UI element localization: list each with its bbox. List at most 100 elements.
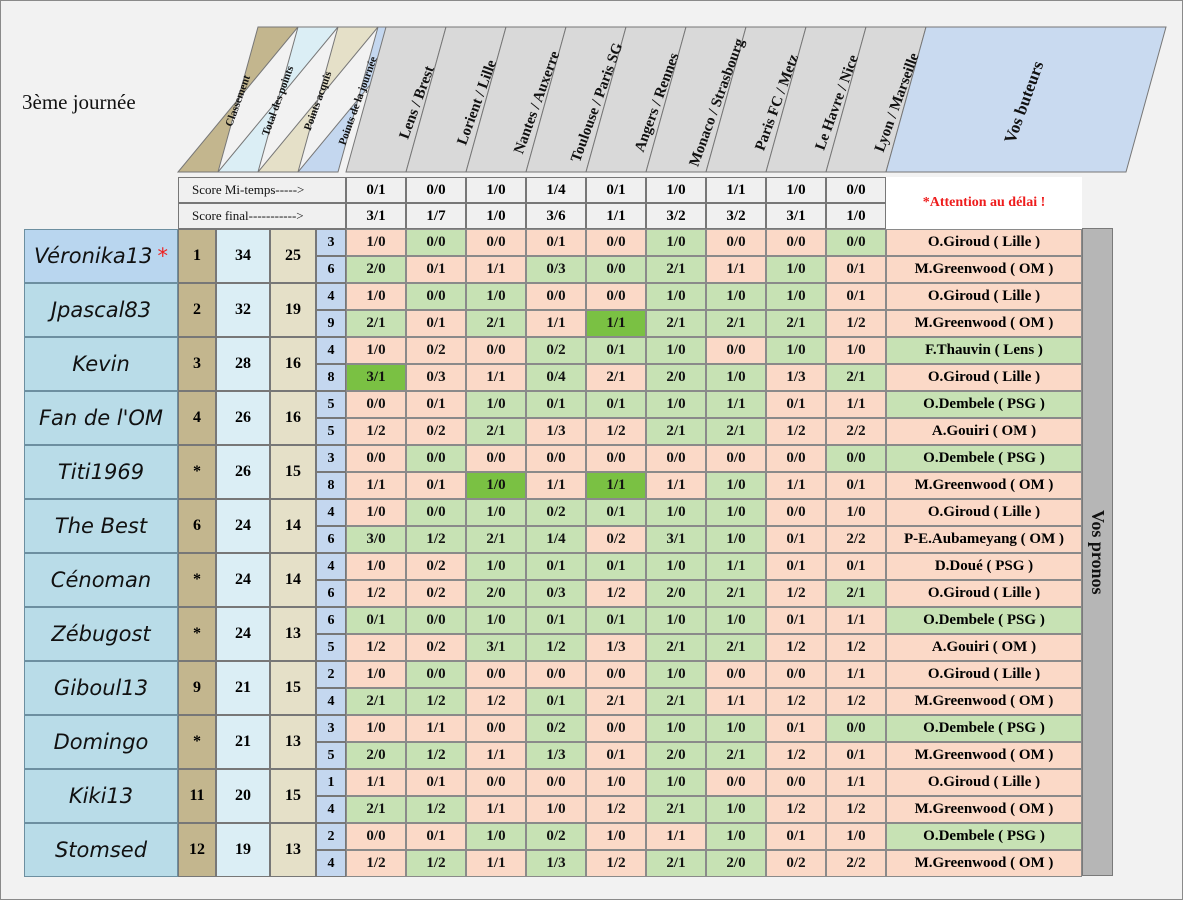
prono-cell: 1/1 — [586, 472, 646, 499]
prono-cell: 1/0 — [706, 364, 766, 391]
player-total-points: 20 — [216, 769, 270, 823]
prono-cell: 0/1 — [826, 256, 886, 283]
player-day-points: 6 — [316, 526, 346, 553]
prono-cell: 1/2 — [766, 418, 826, 445]
prono-cell: 0/0 — [406, 445, 466, 472]
prono-cell: 0/2 — [586, 526, 646, 553]
prono-cell: 1/0 — [766, 283, 826, 310]
scorer-pick: F.Thauvin ( Lens ) — [886, 337, 1082, 364]
player-rank: 4 — [178, 391, 216, 445]
prono-cell: 0/1 — [406, 256, 466, 283]
final-score: 1/0 — [826, 203, 886, 229]
prono-cell: 1/1 — [466, 256, 526, 283]
prono-cell: 2/1 — [706, 742, 766, 769]
prono-cell: 1/0 — [766, 337, 826, 364]
prono-cell: 2/1 — [706, 310, 766, 337]
player-name-text: Jpascal83 — [50, 298, 152, 322]
prono-cell: 1/0 — [346, 229, 406, 256]
player-name-text: Giboul13 — [53, 676, 149, 700]
scorer-pick: O.Giroud ( Lille ) — [886, 283, 1082, 310]
prono-cell: 0/0 — [826, 445, 886, 472]
prono-cell: 2/0 — [346, 742, 406, 769]
prono-cell: 0/0 — [706, 445, 766, 472]
scorer-pick: O.Giroud ( Lille ) — [886, 499, 1082, 526]
player-name-text: The Best — [54, 514, 148, 538]
prono-cell: 1/0 — [646, 715, 706, 742]
prono-cell: 1/0 — [646, 769, 706, 796]
prono-cell: 1/1 — [526, 310, 586, 337]
scorer-pick: O.Dembele ( PSG ) — [886, 607, 1082, 634]
prono-cell: 2/1 — [826, 364, 886, 391]
prono-cell: 1/0 — [706, 472, 766, 499]
prono-cell: 0/0 — [706, 769, 766, 796]
prono-cell: 0/1 — [526, 391, 586, 418]
prono-cell: 0/0 — [766, 661, 826, 688]
player-rank: * — [178, 445, 216, 499]
prono-cell: 1/1 — [346, 769, 406, 796]
prono-cell: 1/0 — [646, 499, 706, 526]
prono-cell: 2/0 — [646, 580, 706, 607]
prono-cell: 0/1 — [406, 823, 466, 850]
prono-cell: 3/1 — [346, 364, 406, 391]
halftime-score: 0/0 — [406, 177, 466, 203]
prono-cell: 1/2 — [406, 742, 466, 769]
player-name-text: Stomsed — [54, 838, 148, 862]
scorer-pick: O.Dembele ( PSG ) — [886, 715, 1082, 742]
prono-cell: 0/1 — [526, 688, 586, 715]
player-acquired-points: 14 — [270, 553, 316, 607]
player-name: Jpascal83 — [24, 283, 178, 337]
prono-cell: 1/1 — [346, 472, 406, 499]
prono-cell: 1/2 — [766, 634, 826, 661]
player-day-points: 8 — [316, 472, 346, 499]
prono-cell: 2/1 — [646, 418, 706, 445]
prono-cell: 2/0 — [646, 742, 706, 769]
prono-cell: 0/1 — [406, 472, 466, 499]
prono-cell: 0/1 — [766, 553, 826, 580]
prono-cell: 0/1 — [586, 391, 646, 418]
prono-cell: 1/2 — [766, 688, 826, 715]
prono-cell: 1/2 — [826, 796, 886, 823]
halftime-score: 0/0 — [826, 177, 886, 203]
prono-cell: 1/2 — [586, 418, 646, 445]
prono-cell: 0/0 — [526, 445, 586, 472]
prono-cell: 0/1 — [586, 553, 646, 580]
player-day-points: 5 — [316, 391, 346, 418]
prono-cell: 0/0 — [466, 445, 526, 472]
prono-cell: 1/3 — [526, 850, 586, 877]
prono-cell: 2/1 — [646, 256, 706, 283]
prono-cell: 1/0 — [466, 553, 526, 580]
prono-cell: 2/1 — [826, 580, 886, 607]
prono-cell: 0/1 — [526, 607, 586, 634]
player-rank: * — [178, 607, 216, 661]
prono-cell: 0/0 — [346, 823, 406, 850]
player-total-points: 34 — [216, 229, 270, 283]
prono-cell: 0/3 — [406, 364, 466, 391]
prono-cell: 1/2 — [346, 580, 406, 607]
header-acquis — [256, 26, 380, 173]
player-day-points: 6 — [316, 256, 346, 283]
player-acquired-points: 15 — [270, 769, 316, 823]
prono-cell: 2/1 — [706, 634, 766, 661]
prono-cell: 2/2 — [826, 418, 886, 445]
prono-cell: 0/1 — [766, 607, 826, 634]
scorer-pick: M.Greenwood ( OM ) — [886, 472, 1082, 499]
prono-cell: 1/1 — [706, 391, 766, 418]
prono-cell: 1/1 — [466, 796, 526, 823]
halftime-score: 0/1 — [586, 177, 646, 203]
prono-cell: 0/2 — [526, 337, 586, 364]
prono-cell: 1/0 — [826, 337, 886, 364]
prono-cell: 0/2 — [406, 553, 466, 580]
prono-cell: 1/1 — [706, 256, 766, 283]
prono-cell: 1/2 — [466, 688, 526, 715]
player-total-points: 24 — [216, 607, 270, 661]
prono-cell: 1/1 — [766, 472, 826, 499]
prono-cell: 0/1 — [586, 607, 646, 634]
player-name-text: Fan de l'OM — [38, 406, 164, 430]
player-total-points: 24 — [216, 553, 270, 607]
prono-cell: 1/0 — [346, 553, 406, 580]
prono-cell: 1/3 — [526, 418, 586, 445]
prono-cell: 1/0 — [706, 715, 766, 742]
prono-cell: 1/1 — [826, 607, 886, 634]
prono-cell: 1/2 — [406, 850, 466, 877]
player-acquired-points: 13 — [270, 823, 316, 877]
